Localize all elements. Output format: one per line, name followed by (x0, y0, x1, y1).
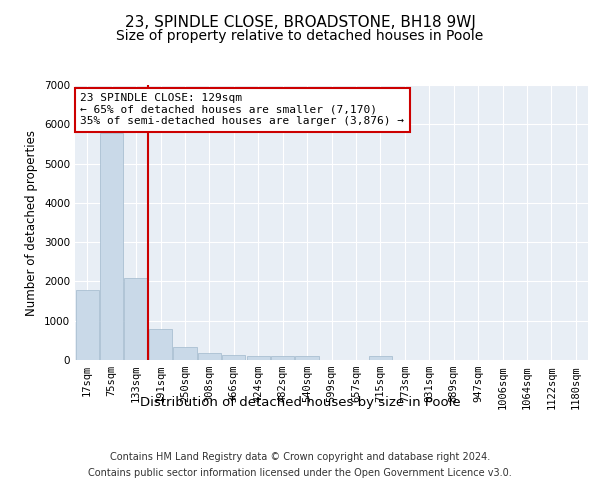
Bar (222, 356, 245, 360)
Y-axis label: Number of detached properties: Number of detached properties (25, 130, 38, 316)
Text: Size of property relative to detached houses in Poole: Size of property relative to detached ho… (116, 29, 484, 43)
Bar (271, 356, 294, 360)
Bar (124, 278, 148, 360)
Text: Distribution of detached houses by size in Poole: Distribution of detached houses by size … (140, 396, 460, 409)
Bar (76, 290, 99, 360)
Bar (173, 346, 197, 360)
Bar (198, 352, 221, 360)
Bar (369, 356, 392, 360)
Text: Contains public sector information licensed under the Open Government Licence v3: Contains public sector information licen… (88, 468, 512, 477)
Bar (295, 356, 319, 360)
Text: Contains HM Land Registry data © Crown copyright and database right 2024.: Contains HM Land Registry data © Crown c… (110, 452, 490, 462)
Bar (100, 133, 123, 360)
Text: 23, SPINDLE CLOSE, BROADSTONE, BH18 9WJ: 23, SPINDLE CLOSE, BROADSTONE, BH18 9WJ (125, 15, 475, 30)
Bar (149, 328, 172, 360)
Bar (247, 356, 270, 360)
Text: 23 SPINDLE CLOSE: 129sqm
← 65% of detached houses are smaller (7,170)
35% of sem: 23 SPINDLE CLOSE: 129sqm ← 65% of detach… (80, 93, 404, 126)
